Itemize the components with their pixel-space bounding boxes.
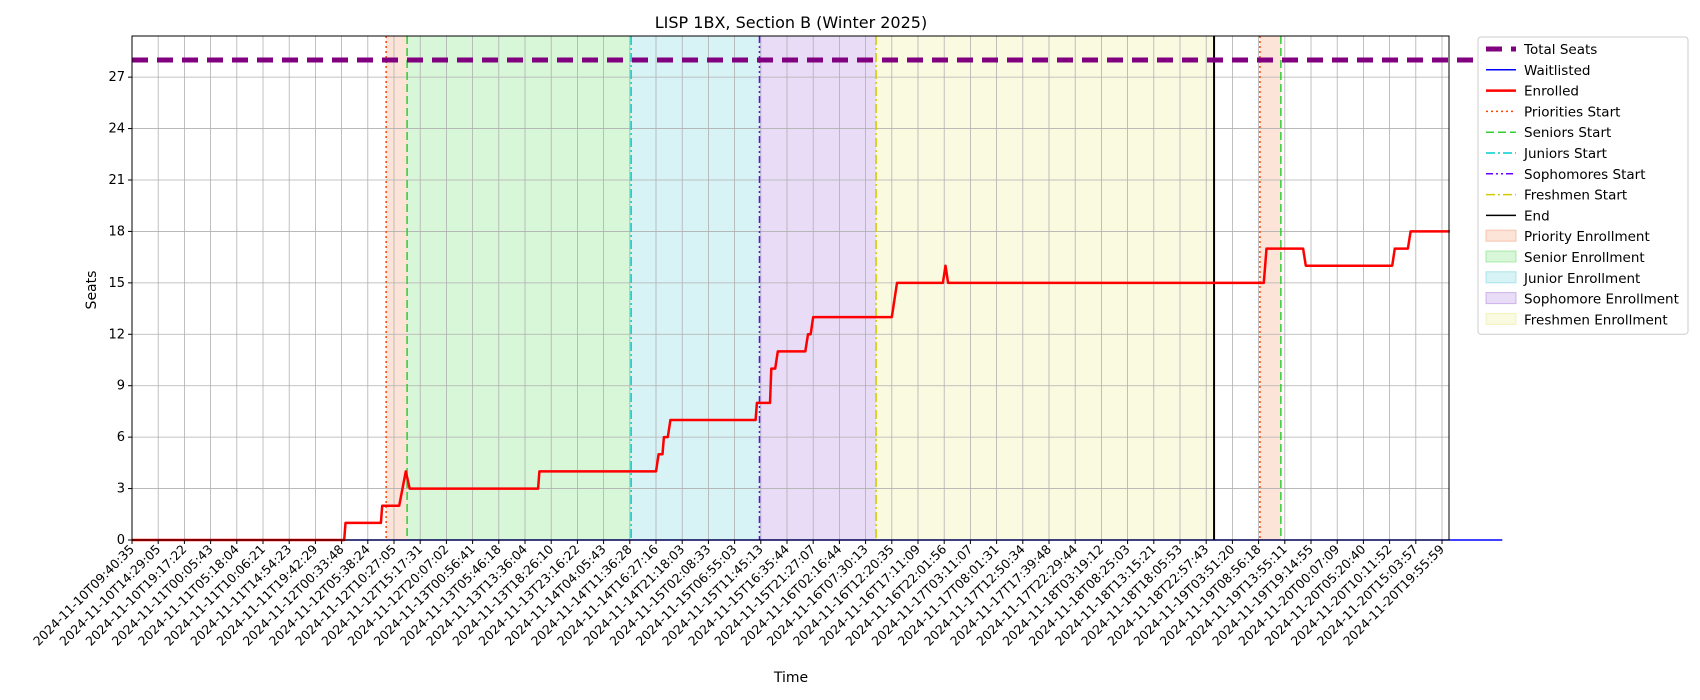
legend-label: Priorities Start (1524, 104, 1620, 120)
legend-label: Juniors Start (1523, 146, 1607, 162)
plot-border (131, 35, 1450, 541)
y-tick-label: 0 (117, 533, 125, 548)
vertical-markers (385, 36, 1282, 540)
shaded-region-4 (876, 36, 1215, 540)
legend-swatch (1485, 312, 1517, 325)
shaded-region-0 (386, 36, 408, 540)
shaded-region-2 (631, 36, 760, 540)
y-tick-label: 27 (108, 70, 125, 85)
y-axis-ticks: 0 3 6 9 12 15 18 21 24 27 (108, 70, 132, 548)
legend-label: Priority Enrollment (1524, 229, 1650, 245)
series-line-enrolled (132, 230, 1450, 542)
x-axis-ticks: 2024-11-10T09:40:352024-11-10T14:29:0520… (30, 540, 1447, 649)
grid-lines (131, 36, 1449, 541)
y-tick-label: 12 (108, 327, 125, 342)
shaded-region-1 (407, 36, 632, 540)
legend-label: Freshmen Enrollment (1524, 312, 1668, 328)
legend: Total Seats Waitlisted Enrolled Priorities … (1477, 36, 1689, 335)
x-axis-label: Time (773, 670, 808, 686)
legend-label: Enrolled (1524, 84, 1579, 100)
shaded-region-3 (759, 36, 877, 540)
shaded-region-5 (1259, 36, 1281, 540)
legend-box (1477, 36, 1689, 335)
plot-frame (131, 35, 1450, 541)
legend-label: End (1524, 208, 1550, 224)
legend-label: Seniors Start (1524, 125, 1611, 141)
legend-swatch (1485, 229, 1517, 242)
legend-label: Total Seats (1523, 42, 1597, 58)
y-tick-label: 3 (117, 482, 125, 497)
legend-label: Waitlisted (1524, 63, 1591, 79)
shaded-regions (386, 36, 1281, 540)
legend-label: Senior Enrollment (1524, 250, 1645, 266)
legend-swatch (1485, 250, 1517, 263)
y-axis-label: Seats (84, 271, 100, 310)
legend-label: Sophomores Start (1524, 167, 1646, 183)
y-tick-label: 18 (108, 224, 125, 239)
legend-label: Freshmen Start (1524, 188, 1627, 204)
y-tick-label: 21 (108, 173, 125, 188)
y-tick-label: 15 (108, 276, 125, 291)
plot-background (132, 36, 1449, 540)
y-tick-label: 9 (117, 379, 125, 394)
legend-label: Junior Enrollment (1523, 271, 1640, 287)
chart-title: LISP 1BX, Section B (Winter 2025) (655, 13, 927, 32)
plot-area (132, 36, 1449, 540)
legend-label: Sophomore Enrollment (1524, 292, 1679, 308)
legend-swatch (1485, 292, 1517, 305)
y-tick-label: 6 (117, 430, 125, 445)
y-tick-label: 24 (108, 122, 125, 137)
legend-swatch (1485, 271, 1517, 284)
